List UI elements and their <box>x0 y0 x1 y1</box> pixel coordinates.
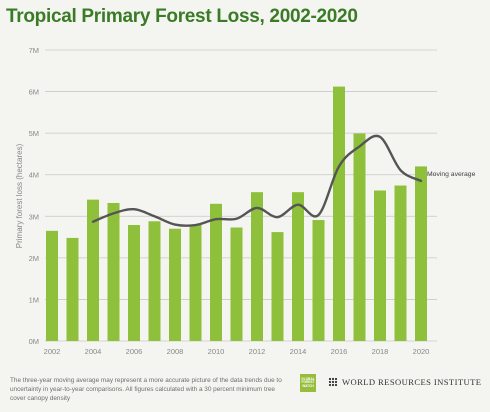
x-tick-label: 2012 <box>249 347 266 356</box>
y-tick-label: 6M <box>29 88 39 97</box>
x-tick-label: 2004 <box>85 347 102 356</box>
bar <box>353 133 366 341</box>
bar <box>230 227 243 341</box>
y-tick-label: 4M <box>29 171 39 180</box>
bar <box>333 86 345 341</box>
moving-average-label: Moving average <box>427 171 476 178</box>
bar <box>312 220 325 341</box>
bar <box>107 202 120 341</box>
x-axis-ticks: 2002 2004 2006 2008 2010 2012 2014 2016 2018 2020 <box>44 347 430 356</box>
y-tick-label: 7M <box>29 46 39 55</box>
bar <box>128 225 140 341</box>
moving-average-series: Moving average <box>91 134 476 227</box>
x-tick-label: 2018 <box>372 347 389 356</box>
chart-title: Tropical Primary Forest Loss, 2002-2020 <box>6 6 358 27</box>
gfw-logo-line: GLOBAL <box>301 376 315 381</box>
x-tick-label: 2016 <box>331 347 348 356</box>
wri-name: WORLD RESOURCES INSTITUTE <box>342 377 482 387</box>
gfw-logo-line: FOREST <box>301 380 315 385</box>
global-forest-watch-logo: GLOBAL FOREST WATCH <box>300 374 316 392</box>
bar <box>292 192 304 341</box>
bar <box>251 192 263 341</box>
x-tick-label: 2006 <box>126 347 143 356</box>
y-axis-label: Primary forest loss (hectares) <box>15 143 24 248</box>
bar <box>271 232 284 341</box>
bar <box>148 221 161 341</box>
y-tick-label: 5M <box>29 129 39 138</box>
wri-dots-icon <box>328 377 338 387</box>
y-tick-label: 3M <box>29 212 39 221</box>
bar <box>46 230 58 341</box>
bar <box>415 166 427 341</box>
bar <box>87 199 99 341</box>
y-axis-ticks: 0M 1M 2M 3M 4M 5M 6M 7M <box>29 46 39 346</box>
bar <box>210 203 222 341</box>
y-tick-label: 0M <box>29 337 39 346</box>
bar-series <box>46 86 427 341</box>
bar <box>394 185 407 341</box>
x-tick-label: 2002 <box>44 347 61 356</box>
y-tick-label: 2M <box>29 254 39 263</box>
bar <box>66 237 79 341</box>
x-tick-label: 2014 <box>290 347 307 356</box>
chart: Moving average 0M 1M 2M 3M 4M 5M 6M 7M 2002 2004… <box>15 46 476 356</box>
x-tick-label: 2020 <box>413 347 430 356</box>
bar <box>169 228 181 341</box>
moving-average-line <box>91 134 423 227</box>
bar <box>189 225 202 341</box>
y-tick-label: 1M <box>29 295 39 304</box>
bar <box>374 190 386 341</box>
x-tick-label: 2010 <box>208 347 225 356</box>
x-tick-label: 2008 <box>167 347 184 356</box>
footnote: The three-year moving average may repres… <box>10 377 282 402</box>
gfw-logo-line: WATCH <box>302 383 314 388</box>
world-resources-institute-logo: WORLD RESOURCES INSTITUTE <box>328 377 481 387</box>
